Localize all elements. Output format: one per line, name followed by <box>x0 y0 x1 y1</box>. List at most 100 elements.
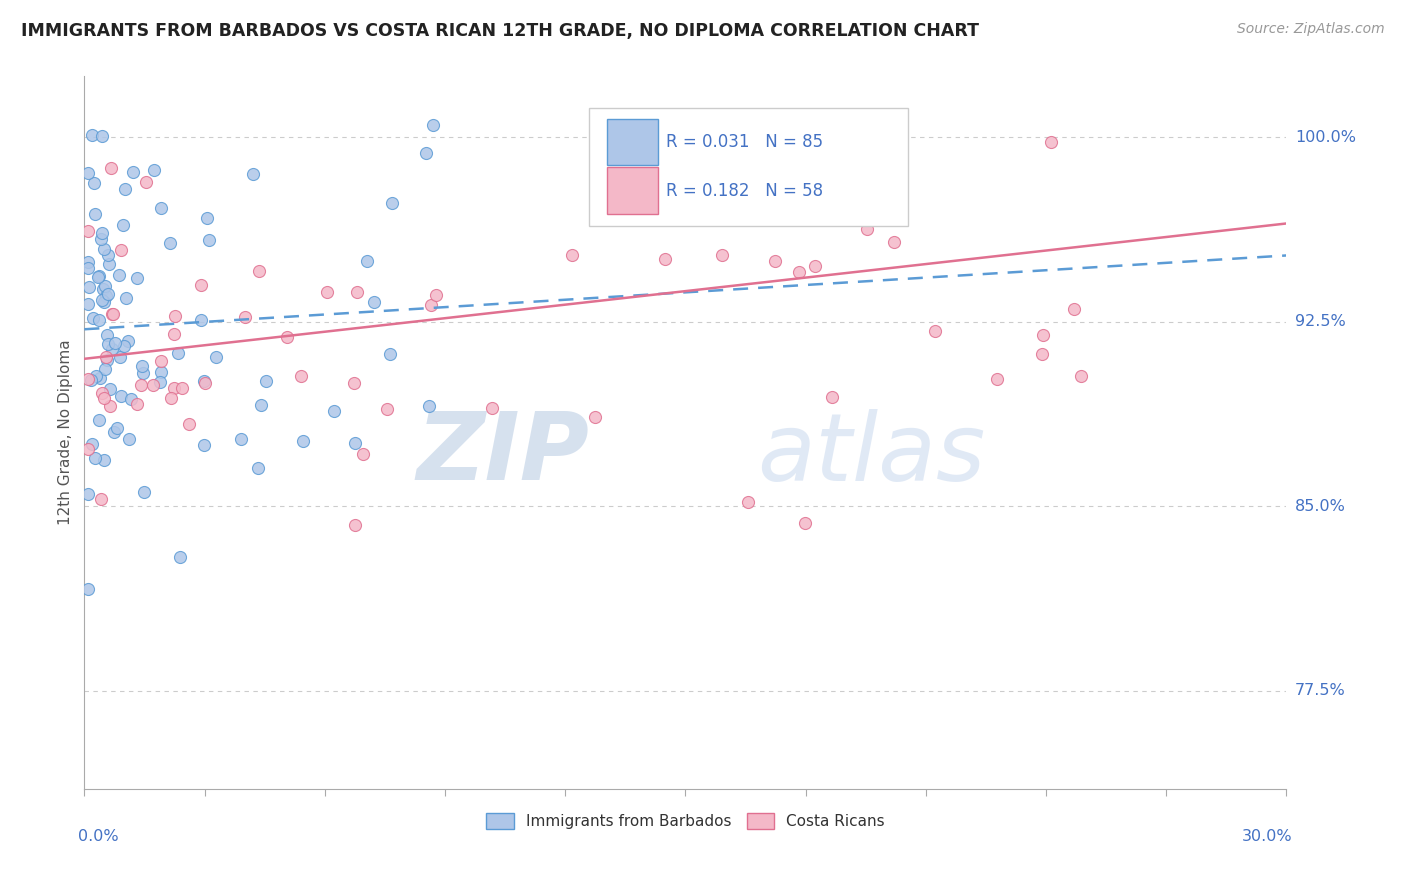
Point <box>415 146 437 161</box>
Point <box>77 225 100 239</box>
Point <box>132 485 155 500</box>
Point <box>77 582 100 597</box>
Point <box>986 372 1008 386</box>
Point <box>1032 328 1054 343</box>
Point <box>90 231 112 245</box>
Point <box>246 460 269 475</box>
Point <box>346 285 368 299</box>
Point <box>93 391 115 405</box>
Point <box>93 242 115 256</box>
Point <box>343 376 366 391</box>
Point <box>105 421 128 435</box>
Point <box>111 219 134 233</box>
Point <box>93 453 115 467</box>
Point <box>129 378 152 392</box>
Point <box>98 399 121 413</box>
Point <box>131 367 153 381</box>
Point <box>561 248 583 262</box>
Legend: Immigrants from Barbados, Costa Ricans: Immigrants from Barbados, Costa Ricans <box>479 807 891 835</box>
Point <box>193 438 215 452</box>
Point <box>254 374 277 388</box>
Point <box>101 307 124 321</box>
Point <box>118 432 141 446</box>
Point <box>142 378 165 392</box>
Point <box>84 207 107 221</box>
FancyBboxPatch shape <box>607 168 658 214</box>
Point <box>344 518 367 533</box>
Point <box>110 243 132 257</box>
Point <box>90 226 112 240</box>
Point <box>110 389 132 403</box>
Point <box>77 297 100 311</box>
Point <box>613 129 636 144</box>
Point <box>924 324 946 338</box>
Point <box>821 390 844 404</box>
Point <box>316 285 339 299</box>
Text: 85.0%: 85.0% <box>1295 499 1346 514</box>
Point <box>114 182 136 196</box>
Point <box>77 442 100 457</box>
Point <box>419 298 441 312</box>
Point <box>160 391 183 405</box>
Point <box>107 268 129 282</box>
Point <box>89 370 111 384</box>
Point <box>103 425 125 440</box>
Point <box>125 397 148 411</box>
Point <box>150 354 173 368</box>
Point <box>425 288 447 302</box>
Text: 100.0%: 100.0% <box>1295 130 1355 145</box>
Point <box>356 253 378 268</box>
Point <box>177 417 200 431</box>
Point <box>763 253 786 268</box>
Point <box>80 436 103 450</box>
Point <box>789 265 811 279</box>
Point <box>120 392 142 407</box>
FancyBboxPatch shape <box>589 108 908 226</box>
Point <box>883 235 905 250</box>
Point <box>77 255 100 269</box>
Point <box>150 201 173 215</box>
Point <box>117 334 139 348</box>
Point <box>100 161 122 175</box>
Point <box>94 350 117 364</box>
Point <box>90 491 112 506</box>
Point <box>190 313 212 327</box>
Point <box>77 166 100 180</box>
Point <box>96 353 118 368</box>
Point <box>804 259 827 273</box>
Point <box>242 168 264 182</box>
Point <box>98 383 121 397</box>
Text: 30.0%: 30.0% <box>1241 829 1292 844</box>
Point <box>654 252 676 266</box>
Text: Source: ZipAtlas.com: Source: ZipAtlas.com <box>1237 22 1385 37</box>
Point <box>290 368 312 383</box>
Point <box>418 399 440 413</box>
Point <box>381 196 404 211</box>
Point <box>194 376 217 390</box>
Point <box>131 359 153 373</box>
Point <box>737 495 759 509</box>
Point <box>97 287 120 301</box>
Point <box>1031 347 1053 361</box>
Point <box>150 365 173 379</box>
Point <box>190 278 212 293</box>
Point <box>93 295 115 310</box>
Point <box>91 282 114 296</box>
Point <box>481 401 503 415</box>
Point <box>77 487 100 501</box>
Point <box>1070 369 1092 384</box>
Point <box>249 264 271 278</box>
Point <box>77 372 100 386</box>
Text: IMMIGRANTS FROM BARBADOS VS COSTA RICAN 12TH GRADE, NO DIPLOMA CORRELATION CHART: IMMIGRANTS FROM BARBADOS VS COSTA RICAN … <box>21 22 979 40</box>
Point <box>100 343 122 357</box>
Point <box>108 351 131 365</box>
Point <box>229 432 252 446</box>
Point <box>195 211 218 225</box>
Point <box>235 310 257 324</box>
Point <box>97 337 120 351</box>
Point <box>422 118 444 132</box>
Point <box>125 271 148 285</box>
Point <box>97 248 120 262</box>
Point <box>163 381 186 395</box>
Point <box>122 165 145 179</box>
